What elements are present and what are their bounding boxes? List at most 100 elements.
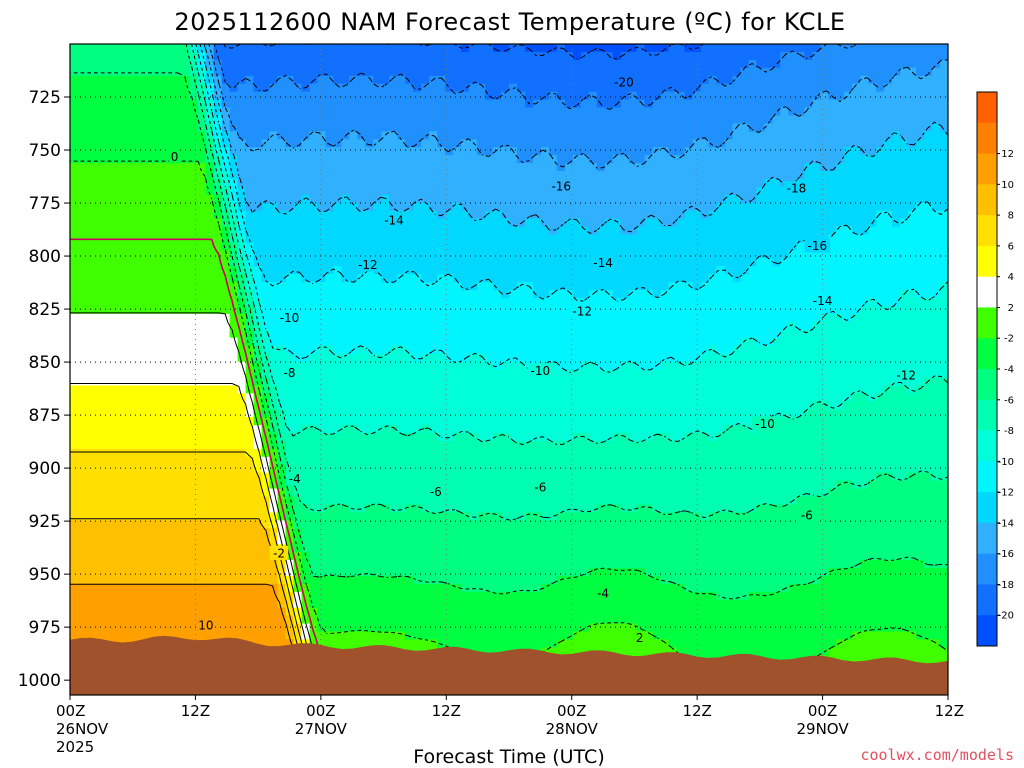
temperature-cell xyxy=(660,115,670,124)
temperature-cell xyxy=(381,282,390,291)
temperature-cell xyxy=(477,306,486,315)
temperature-cell xyxy=(525,385,534,394)
temperature-cell xyxy=(101,306,111,315)
temperature-cell xyxy=(78,147,87,156)
temperature-cell xyxy=(253,163,263,172)
temperature-cell xyxy=(828,123,837,132)
temperature-cell xyxy=(612,210,622,220)
temperature-cell xyxy=(532,345,542,355)
temperature-cell xyxy=(293,163,303,172)
temperature-cell xyxy=(740,107,750,116)
temperature-cell xyxy=(493,385,502,394)
temperature-cell xyxy=(157,313,167,323)
temperature-cell xyxy=(117,147,127,156)
temperature-cell xyxy=(109,131,119,140)
temperature-cell xyxy=(868,242,877,251)
temperature-cell xyxy=(413,123,422,132)
temperature-cell xyxy=(501,67,510,77)
temperature-cell xyxy=(692,226,702,236)
temperature-cell xyxy=(748,179,758,188)
temperature-cell xyxy=(740,83,750,93)
temperature-cell xyxy=(501,329,510,339)
temperature-cell xyxy=(668,329,678,339)
temperature-cell xyxy=(381,139,390,148)
temperature-cell xyxy=(724,107,734,116)
temperature-cell xyxy=(373,401,382,410)
temperature-cell xyxy=(892,163,901,172)
temperature-cell xyxy=(796,298,805,307)
temperature-cell xyxy=(804,313,813,323)
temperature-cell xyxy=(341,298,350,307)
temperature-cell xyxy=(604,123,614,132)
temperature-cell xyxy=(189,210,199,220)
temperature-cell xyxy=(588,186,598,196)
temperature-cell xyxy=(588,115,598,124)
temperature-cell xyxy=(916,393,925,402)
temperature-cell xyxy=(245,115,255,124)
temperature-cell xyxy=(413,75,422,85)
temperature-cell xyxy=(876,329,885,339)
temperature-cell xyxy=(636,274,646,283)
temperature-cell xyxy=(708,234,718,243)
temperature-cell xyxy=(269,99,279,109)
temperature-cell xyxy=(317,274,326,283)
temperature-cell xyxy=(772,250,781,259)
temperature-cell xyxy=(525,258,534,267)
temperature-cell xyxy=(892,337,901,347)
temperature-cell xyxy=(221,51,231,61)
temperature-cell xyxy=(357,377,366,386)
temperature-cell xyxy=(724,139,734,148)
temperature-cell xyxy=(812,282,821,291)
temperature-cell xyxy=(860,290,869,299)
temperature-cell xyxy=(213,139,223,148)
temperature-cell xyxy=(117,313,127,323)
temperature-cell xyxy=(477,91,486,101)
temperature-cell xyxy=(333,313,342,323)
temperature-cell xyxy=(708,83,718,93)
temperature-cell xyxy=(109,75,119,85)
temperature-cell xyxy=(205,179,215,188)
temperature-cell xyxy=(93,306,103,315)
temperature-cell xyxy=(548,345,558,355)
temperature-cell xyxy=(229,329,239,339)
temperature-cell xyxy=(556,298,566,307)
temperature-cell xyxy=(469,353,478,363)
temperature-cell xyxy=(381,353,390,363)
temperature-cell xyxy=(884,163,893,172)
temperature-cell xyxy=(365,313,374,323)
temperature-cell xyxy=(525,274,534,283)
temperature-cell xyxy=(149,171,159,180)
temperature-cell xyxy=(125,242,135,251)
temperature-cell xyxy=(469,306,478,315)
temperature-cell xyxy=(221,377,231,386)
temperature-cell xyxy=(70,250,79,259)
temperature-cell xyxy=(165,163,175,172)
temperature-cell xyxy=(389,321,398,331)
temperature-cell xyxy=(445,123,454,132)
temperature-cell xyxy=(101,226,111,236)
temperature-cell xyxy=(181,242,191,251)
temperature-cell xyxy=(317,321,326,331)
temperature-cell xyxy=(932,369,941,378)
temperature-cell xyxy=(237,401,247,410)
temperature-cell xyxy=(764,306,773,315)
temperature-cell xyxy=(580,131,590,140)
temperature-cell xyxy=(309,393,319,402)
temperature-cell xyxy=(277,163,287,172)
temperature-cell xyxy=(796,194,805,204)
temperature-cell xyxy=(940,306,948,315)
temperature-cell xyxy=(660,250,670,259)
temperature-cell xyxy=(125,99,135,109)
temperature-cell xyxy=(916,179,925,188)
temperature-cell xyxy=(237,44,247,53)
temperature-cell xyxy=(437,99,446,109)
temperature-cell xyxy=(277,234,287,243)
temperature-cell xyxy=(309,59,319,69)
temperature-cell xyxy=(692,306,702,315)
temperature-cell xyxy=(325,298,334,307)
temperature-cell xyxy=(700,186,710,196)
temperature-cell xyxy=(469,258,478,267)
temperature-cell xyxy=(772,369,781,378)
temperature-cell xyxy=(341,401,350,410)
temperature-cell xyxy=(309,242,319,251)
